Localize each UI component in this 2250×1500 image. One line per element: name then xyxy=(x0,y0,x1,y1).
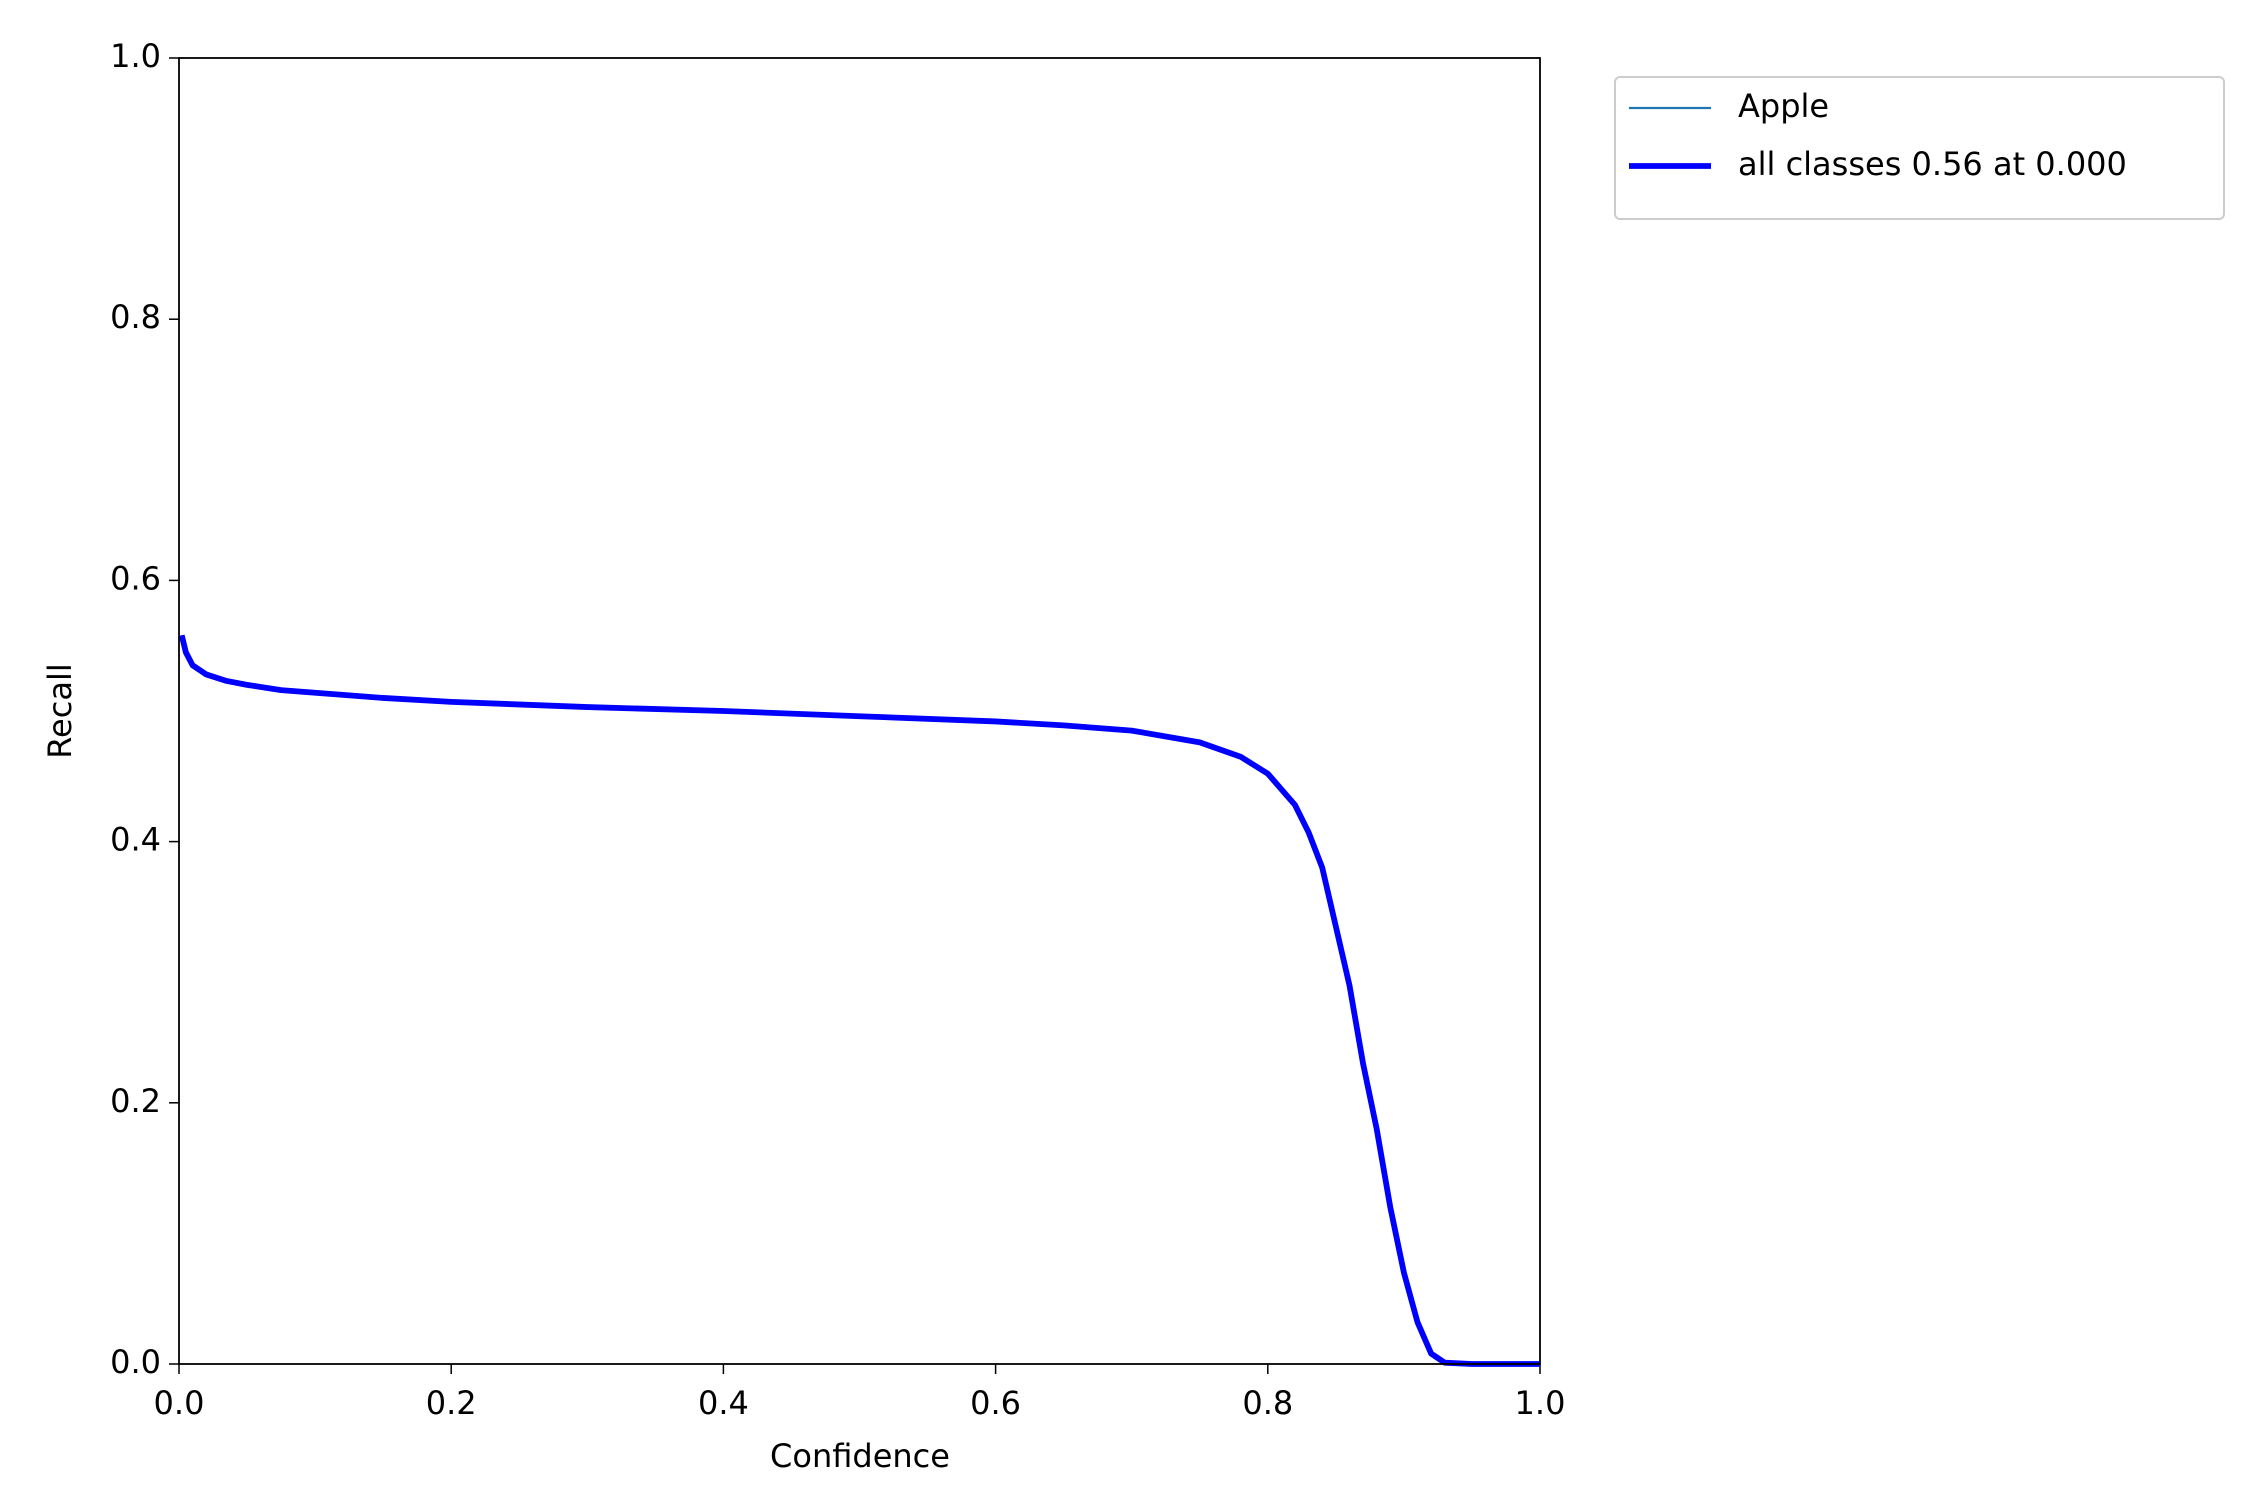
x-tick-label: 1.0 xyxy=(1515,1384,1566,1422)
y-tick-label: 0.4 xyxy=(110,821,161,859)
series-line xyxy=(178,634,1540,1367)
x-tick-label: 0.4 xyxy=(698,1384,749,1422)
legend-label: Apple xyxy=(1738,87,1829,125)
x-tick-label: 0.8 xyxy=(1242,1384,1293,1422)
y-tick-label: 0.6 xyxy=(110,559,161,597)
x-axis-label: Confidence xyxy=(770,1437,950,1475)
y-axis-label: Recall xyxy=(41,663,79,758)
legend-box xyxy=(1614,76,2225,220)
x-tick-label: 0.2 xyxy=(426,1384,477,1422)
y-tick-label: 0.8 xyxy=(110,298,161,336)
x-tick-label: 0.0 xyxy=(154,1384,205,1422)
legend-label: all classes 0.56 at 0.000 xyxy=(1738,145,2127,183)
y-tick-label: 0.2 xyxy=(110,1082,161,1120)
y-tick-label: 1.0 xyxy=(110,37,161,75)
y-tick-label: 0.0 xyxy=(110,1343,161,1381)
plot-frame xyxy=(178,57,1541,1365)
x-tick-label: 0.6 xyxy=(970,1384,1021,1422)
